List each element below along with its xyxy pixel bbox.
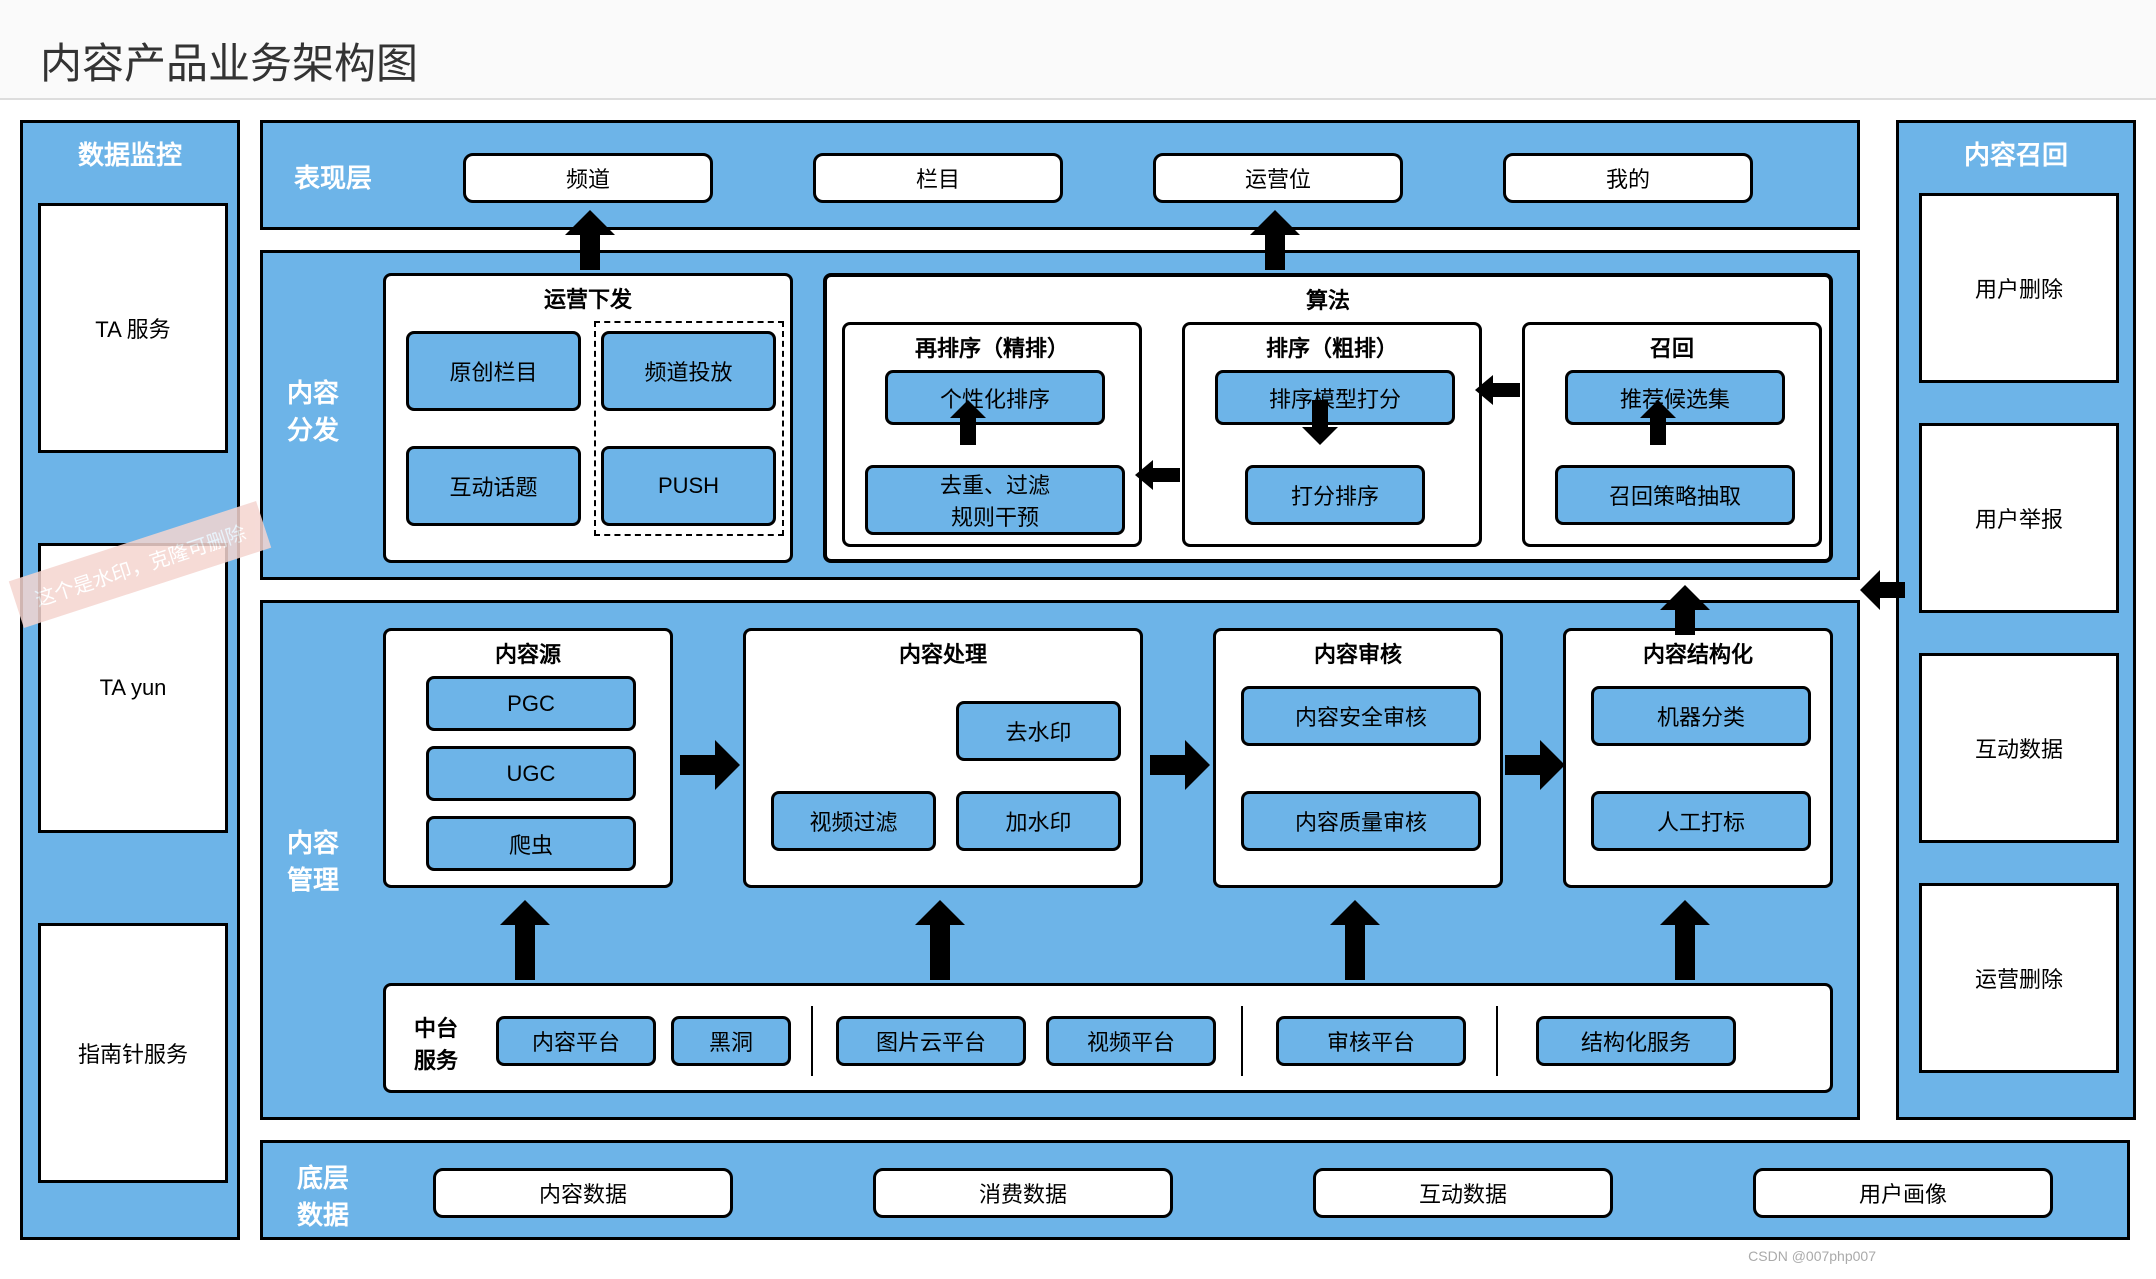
algo-title: 算法 — [827, 277, 1829, 321]
presentation-label: 表现层 — [283, 158, 383, 195]
rank-1: 打分排序 — [1245, 465, 1425, 525]
ops-title: 运营下发 — [386, 276, 790, 320]
bottom-panel: 底层 数据 内容数据 消费数据 互动数据 用户画像 — [260, 1140, 2130, 1240]
bottom-2: 互动数据 — [1313, 1168, 1613, 1218]
audit-group: 内容审核 内容安全审核 内容质量审核 — [1213, 628, 1503, 888]
arrow-rank-down — [1302, 400, 1338, 445]
management-label: 内容 管理 — [283, 823, 343, 897]
rerank-0: 个性化排序 — [885, 370, 1105, 425]
bottom-3: 用户画像 — [1753, 1168, 2053, 1218]
process-title: 内容处理 — [746, 631, 1140, 675]
proc-1: 去水印 — [956, 701, 1121, 761]
management-panel: 内容 管理 内容源 PGC UGC 爬虫 内容处理 视频过滤 去水印 加水印 内… — [260, 600, 1860, 1120]
left-box-0: TA 服务 — [38, 203, 228, 453]
arrow-mid-to-src — [500, 900, 550, 980]
arrow-struct-to-recall — [1660, 585, 1710, 635]
left-panel: 数据监控 TA 服务 TA yun 指南针服务 — [20, 120, 240, 1240]
proc-2: 加水印 — [956, 791, 1121, 851]
src-2: 爬虫 — [426, 816, 636, 871]
left-box-2: 指南针服务 — [38, 923, 228, 1183]
right-box-3: 运营删除 — [1919, 883, 2119, 1073]
struct-group: 内容结构化 机器分类 人工打标 — [1563, 628, 1833, 888]
midplatform-group: 中台 服务 内容平台 黑洞 图片云平台 视频平台 审核平台 结构化服务 — [383, 983, 1833, 1093]
right-box-2: 互动数据 — [1919, 653, 2119, 843]
arrow-recall-to-rank — [1475, 375, 1520, 405]
arrow-src-to-proc — [680, 740, 740, 790]
right-panel: 内容召回 用户删除 用户举报 互动数据 运营删除 — [1896, 120, 2136, 1120]
audit-1: 内容质量审核 — [1241, 791, 1481, 851]
mid-2: 图片云平台 — [836, 1016, 1026, 1066]
source-group: 内容源 PGC UGC 爬虫 — [383, 628, 673, 888]
mid-0: 内容平台 — [496, 1016, 656, 1066]
right-panel-label: 内容召回 — [1899, 135, 2133, 172]
mid-3: 视频平台 — [1046, 1016, 1216, 1066]
architecture-diagram: 内容产品业务架构图 数据监控 TA 服务 TA yun 指南针服务 内容召回 用… — [0, 0, 2156, 1279]
arrow-proc-to-audit — [1150, 740, 1210, 790]
ops-item-0: 原创栏目 — [406, 331, 581, 411]
struct-title: 内容结构化 — [1566, 631, 1830, 675]
presentation-panel: 表现层 频道 栏目 运营位 我的 — [260, 120, 1860, 230]
arrow-algo-to-ops — [1250, 210, 1300, 270]
bottom-0: 内容数据 — [433, 1168, 733, 1218]
mid-5: 结构化服务 — [1536, 1016, 1736, 1066]
arrow-mid-to-audit — [1330, 900, 1380, 980]
arrow-rerank-up — [950, 400, 986, 445]
recall-title: 召回 — [1525, 325, 1819, 369]
proc-0: 视频过滤 — [771, 791, 936, 851]
source-title: 内容源 — [386, 631, 670, 675]
arrow-recall-left — [1860, 570, 1905, 610]
page-title: 内容产品业务架构图 — [0, 0, 2156, 100]
tab-2: 运营位 — [1153, 153, 1403, 203]
arrow-rank-to-rerank — [1135, 460, 1180, 490]
audit-title: 内容审核 — [1216, 631, 1500, 675]
tab-0: 频道 — [463, 153, 713, 203]
arrow-mid-to-struct — [1660, 900, 1710, 980]
arrow-audit-to-struct — [1505, 740, 1565, 790]
bottom-label: 底层 数据 — [283, 1158, 363, 1232]
mid-4: 审核平台 — [1276, 1016, 1466, 1066]
bottom-1: 消费数据 — [873, 1168, 1173, 1218]
arrow-recall-up — [1640, 400, 1676, 445]
recall-1: 召回策略抽取 — [1555, 465, 1795, 525]
right-box-0: 用户删除 — [1919, 193, 2119, 383]
struct-1: 人工打标 — [1591, 791, 1811, 851]
audit-0: 内容安全审核 — [1241, 686, 1481, 746]
arrow-ops-to-channel — [565, 210, 615, 270]
rerank-1: 去重、过滤 规则干预 — [865, 465, 1125, 535]
distribution-label: 内容 分发 — [283, 373, 343, 447]
distribution-panel: 内容 分发 运营下发 原创栏目 频道投放 互动话题 PUSH 算法 再排序（精排… — [260, 250, 1860, 580]
src-0: PGC — [426, 676, 636, 731]
arrow-mid-to-proc — [915, 900, 965, 980]
struct-0: 机器分类 — [1591, 686, 1811, 746]
right-box-1: 用户举报 — [1919, 423, 2119, 613]
ops-group: 运营下发 原创栏目 频道投放 互动话题 PUSH — [383, 273, 793, 563]
src-1: UGC — [426, 746, 636, 801]
left-panel-label: 数据监控 — [23, 135, 237, 172]
ops-item-2: 互动话题 — [406, 446, 581, 526]
rerank-title: 再排序（精排） — [845, 325, 1139, 369]
ops-dash — [594, 321, 784, 536]
mid-1: 黑洞 — [671, 1016, 791, 1066]
footer-watermark: CSDN @007php007 — [1748, 1248, 1876, 1264]
rank-title: 排序（粗排） — [1185, 325, 1479, 369]
process-group: 内容处理 视频过滤 去水印 加水印 — [743, 628, 1143, 888]
midplatform-label: 中台 服务 — [401, 1011, 471, 1075]
diagram-canvas: 数据监控 TA 服务 TA yun 指南针服务 内容召回 用户删除 用户举报 互… — [20, 120, 2136, 1259]
tab-1: 栏目 — [813, 153, 1063, 203]
rerank-group: 再排序（精排） 个性化排序 去重、过滤 规则干预 — [842, 322, 1142, 547]
tab-3: 我的 — [1503, 153, 1753, 203]
